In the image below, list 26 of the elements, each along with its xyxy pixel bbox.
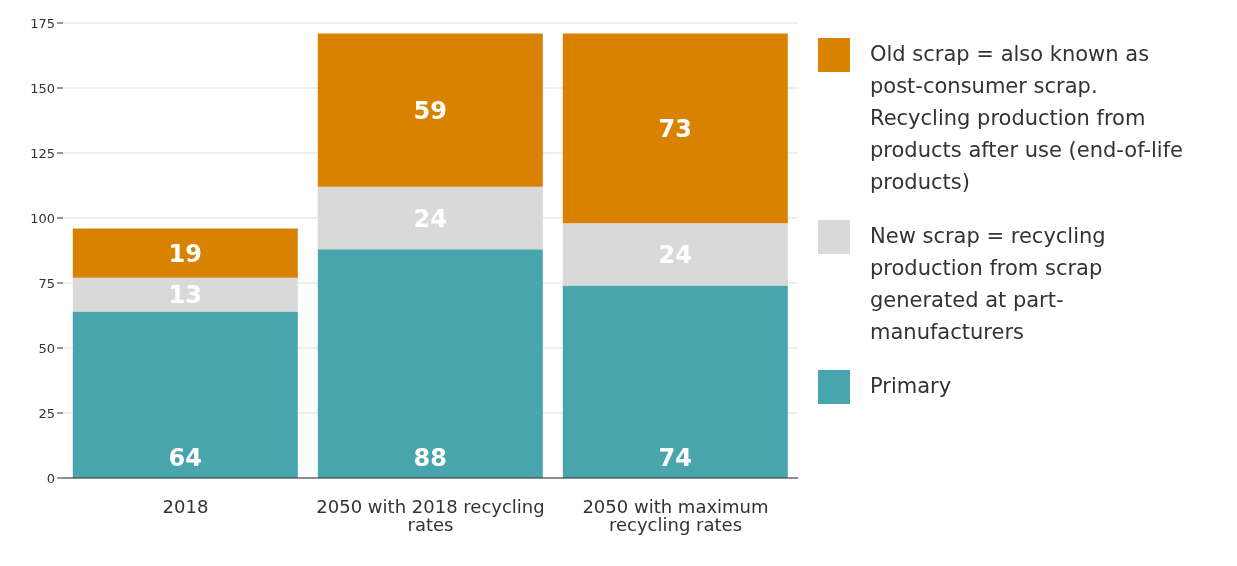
legend-label: Primary	[870, 373, 952, 400]
bar	[317, 249, 543, 478]
y-tick-label: 0	[46, 470, 55, 486]
y-tick-label: 50	[38, 340, 55, 356]
data-label: 64	[168, 444, 202, 472]
y-tick-label: 25	[38, 405, 55, 421]
legend-label: New scrap = recycling production from scrap generated at part-manufacturers	[870, 223, 1107, 346]
x-tick-label: 2050 with 2018 recycling rates	[316, 495, 545, 535]
data-label: 88	[413, 444, 447, 472]
y-tick-label: 125	[30, 145, 55, 161]
bar	[562, 285, 788, 478]
y-tick-label: 75	[38, 275, 55, 291]
data-label: 73	[658, 114, 692, 143]
bar	[317, 33, 543, 187]
y-tick-label: 150	[30, 80, 55, 96]
data-label: 19	[168, 239, 202, 268]
x-tick-label: 2018	[162, 495, 209, 517]
bar	[562, 33, 788, 224]
data-label: 59	[413, 96, 447, 125]
y-tick-label: 175	[30, 15, 55, 31]
bar	[72, 311, 298, 478]
y-tick-label: 100	[30, 210, 55, 226]
bar	[72, 228, 298, 278]
legend-label: Old scrap = also known as post-consumer scrap. Recycling production from products after use (end-of-life products)	[870, 41, 1184, 196]
x-tick-label: 2050 with maximum recycling rates	[582, 495, 769, 535]
data-label: 74	[658, 444, 692, 472]
